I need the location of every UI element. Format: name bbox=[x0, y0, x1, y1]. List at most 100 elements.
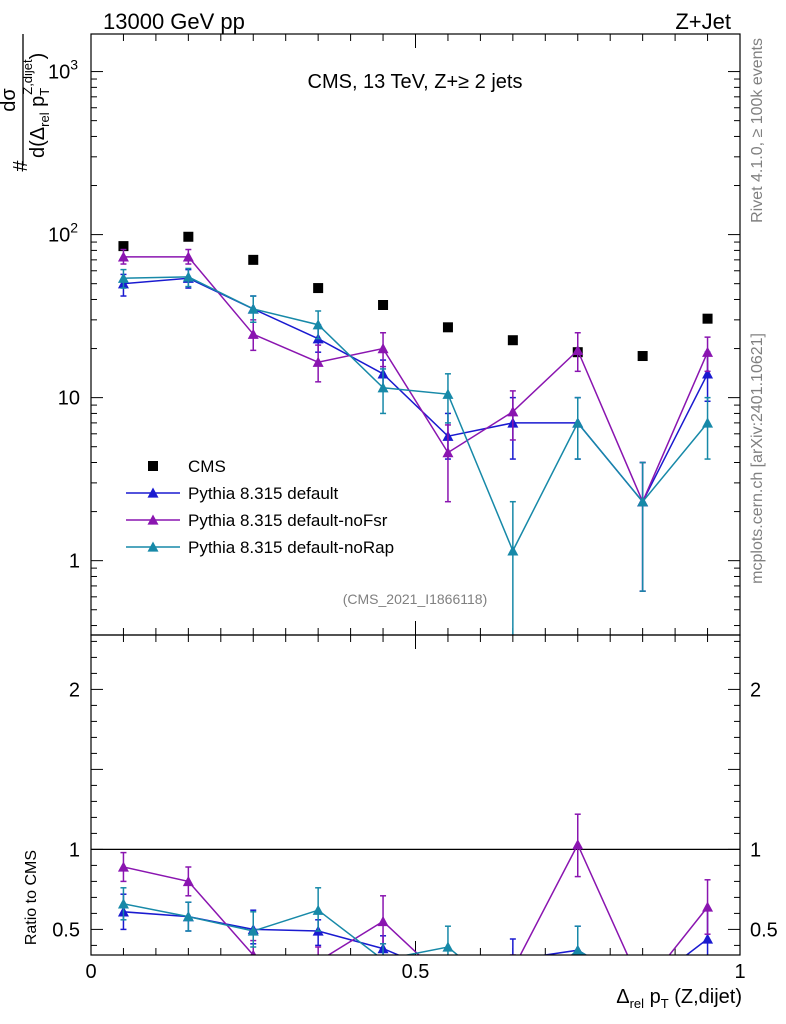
legend-label: Pythia 8.315 default bbox=[188, 484, 339, 503]
data-point bbox=[117, 272, 129, 283]
y-tick-label: 1 bbox=[69, 551, 80, 573]
ratio-data-point bbox=[117, 861, 129, 872]
legend-marker bbox=[148, 461, 158, 471]
ratio-data-point bbox=[572, 839, 584, 850]
ratio-y-axis-label: Ratio to CMS bbox=[23, 850, 40, 945]
data-point bbox=[313, 283, 324, 294]
series-line bbox=[123, 256, 709, 504]
data-point bbox=[637, 351, 648, 362]
ratio-y-tick-label: 2 bbox=[69, 679, 80, 701]
ratio-data-point bbox=[507, 996, 518, 1006]
data-point bbox=[442, 447, 454, 458]
chart-title: CMS, 13 TeV, Z+≥ 2 jets bbox=[308, 71, 523, 93]
main-y-axis-label: # bbox=[10, 160, 32, 172]
x-tick-label: 0 bbox=[85, 961, 96, 983]
y-tick-label: 103 bbox=[48, 57, 78, 84]
data-point bbox=[377, 343, 389, 354]
ratio-data-point bbox=[512, 954, 514, 955]
analysis-tag: (CMS_2021_I1866118) bbox=[343, 591, 488, 607]
ratio-x-ticks: 0 0.5 1 bbox=[85, 635, 746, 983]
data-point bbox=[247, 328, 259, 339]
header-left-title: 13000 GeV pp bbox=[103, 9, 245, 34]
data-point bbox=[702, 368, 714, 379]
ratio-data-point bbox=[442, 941, 454, 952]
legend-marker bbox=[147, 514, 159, 525]
main-series bbox=[117, 231, 714, 635]
data-point bbox=[182, 271, 194, 282]
data-point bbox=[312, 319, 324, 330]
x-tick-label: 0.5 bbox=[402, 961, 430, 983]
ratio-data-point bbox=[382, 954, 384, 955]
ratio-y-tick-label: 0.5 bbox=[52, 919, 80, 941]
y-tick-label: 10 bbox=[58, 388, 80, 410]
data-point bbox=[507, 545, 519, 556]
rivet-label: Rivet 4.1.0, ≥ 100k events bbox=[749, 38, 766, 223]
data-point bbox=[117, 251, 129, 262]
ratio-panel: 0.5 0.51 12 2 0 0.5 1 bbox=[52, 634, 778, 1006]
ratio-series bbox=[91, 813, 740, 1006]
ratio-data-point bbox=[117, 898, 129, 909]
mcplots-label: mcplots.cern.ch [arXiv:2401.10621] bbox=[749, 333, 766, 584]
x-tick-label: 1 bbox=[734, 961, 745, 983]
ratio-y-tick-label-right: 2 bbox=[750, 679, 761, 701]
legend-label: CMS bbox=[188, 457, 226, 476]
ratio-data-point bbox=[442, 970, 453, 980]
ratio-series-line bbox=[123, 842, 709, 955]
ratio-series-line bbox=[123, 903, 588, 955]
ratio-y-tick-label: 1 bbox=[69, 839, 80, 861]
data-point bbox=[507, 335, 518, 346]
legend-marker bbox=[147, 487, 159, 498]
ratio-data-point bbox=[572, 944, 584, 955]
ratio-data-point bbox=[182, 875, 194, 887]
legend: CMS Pythia 8.315 default Pythia 8.315 defa… bbox=[126, 457, 394, 557]
ratio-data-point bbox=[702, 901, 714, 912]
ratio-data-point bbox=[247, 925, 259, 936]
ratio-data-point bbox=[312, 904, 324, 915]
legend-label: Pythia 8.315 default-noRap bbox=[188, 538, 394, 557]
data-point bbox=[572, 417, 584, 428]
ratio-data-point bbox=[442, 977, 453, 987]
data-point bbox=[442, 388, 454, 399]
data-point bbox=[377, 382, 389, 393]
data-point bbox=[248, 254, 259, 265]
ratio-y-tick-label-right: 0.5 bbox=[750, 919, 778, 941]
ratio-frame bbox=[90, 634, 741, 956]
data-point bbox=[118, 241, 129, 252]
data-point bbox=[182, 251, 194, 262]
ratio-y-ticks: 0.5 0.5 1 1 2 2 bbox=[52, 640, 778, 946]
data-point bbox=[312, 356, 324, 367]
series-line bbox=[123, 276, 709, 553]
ratio-data-point bbox=[182, 911, 194, 922]
legend-label: Pythia 8.315 default-noFsr bbox=[188, 511, 388, 530]
ratio-data-point bbox=[250, 949, 257, 955]
data-point bbox=[702, 417, 714, 428]
ratio-y-tick-label-right: 1 bbox=[750, 839, 761, 861]
data-point bbox=[442, 322, 453, 333]
data-point bbox=[183, 231, 194, 242]
data-point bbox=[637, 496, 649, 507]
data-point bbox=[378, 300, 389, 311]
y-tick-label: 102 bbox=[48, 220, 78, 247]
data-point bbox=[572, 344, 584, 356]
y-label-denominator-group: d(Δrel pTZ,dijet) bbox=[20, 53, 52, 158]
y-label-numerator-group: dσ bbox=[0, 88, 20, 112]
data-point bbox=[702, 313, 713, 324]
y-label-numerator: dσ bbox=[0, 88, 20, 112]
data-point bbox=[507, 406, 519, 417]
ratio-series-line bbox=[123, 911, 709, 955]
y-label-hash: # bbox=[10, 160, 32, 172]
ratio-data-point bbox=[377, 915, 389, 927]
main-panel: 1 10 102 103 CMS, 13 TeV, Z+≥ 2 jets (CMS_2… bbox=[48, 33, 741, 636]
ratio-data-point bbox=[507, 964, 518, 974]
data-point bbox=[702, 346, 714, 357]
main-y-ticks: 1 10 102 103 bbox=[48, 57, 740, 627]
legend-marker bbox=[147, 541, 159, 552]
data-point bbox=[247, 303, 259, 314]
ratio-data-point bbox=[702, 933, 714, 944]
y-label-denominator: d(Δrel pTZ,dijet) bbox=[20, 53, 52, 158]
x-axis-label: Δrel pT (Z,dijet) bbox=[616, 986, 742, 1011]
ratio-data-point bbox=[702, 967, 713, 977]
ratio-data-point bbox=[313, 956, 324, 966]
header-right-title: Z+Jet bbox=[675, 9, 731, 34]
